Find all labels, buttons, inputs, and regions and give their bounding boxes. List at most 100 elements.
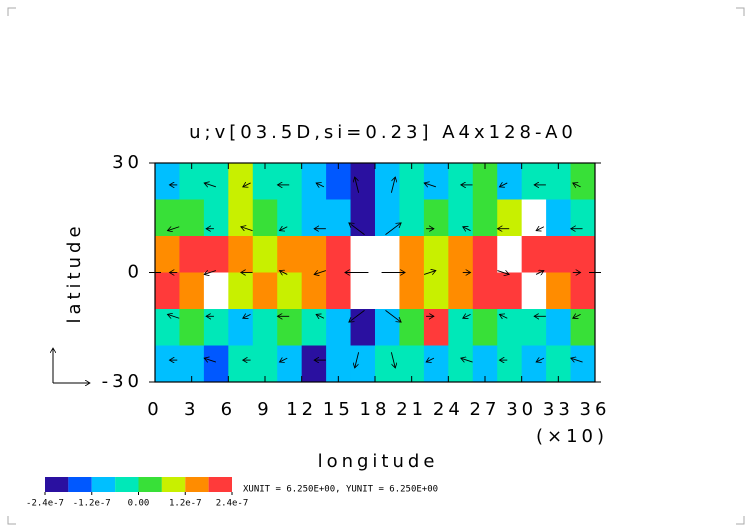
field-cell [179, 199, 205, 237]
field-cell [497, 163, 523, 200]
reference-arrow [53, 348, 90, 383]
vector-arrow [355, 352, 360, 368]
vector-arrow [390, 352, 395, 368]
field-cell [350, 163, 376, 200]
vector-arrow [536, 358, 545, 362]
field-cell [155, 272, 180, 310]
field-cell [326, 163, 352, 200]
field-cell [375, 199, 400, 237]
field-cell [546, 199, 572, 237]
field-cell [521, 236, 547, 273]
field-cell [497, 345, 523, 383]
field-cell [155, 199, 180, 237]
vector-field [167, 177, 583, 368]
field-cell [375, 309, 400, 346]
field-cell [155, 236, 180, 273]
field-cell [497, 199, 523, 237]
vector-arrow [385, 310, 401, 322]
vector-arrow [243, 183, 251, 187]
corner-marks [7, 7, 745, 525]
field-cell [301, 199, 327, 237]
colorbar-box [208, 477, 232, 492]
field-cell [546, 272, 572, 310]
vector-arrow [316, 314, 325, 318]
vector-arrow [461, 358, 473, 362]
field-cell [399, 272, 425, 310]
colorbar-box [68, 477, 92, 492]
field-cell [399, 236, 425, 273]
vector-arrow [573, 183, 581, 187]
vector-arrow [204, 358, 217, 362]
field-cell [570, 345, 596, 383]
field-cell [350, 236, 376, 273]
field-cell [497, 272, 523, 310]
y-tick-label: 30 [112, 152, 143, 173]
vector-arrow [167, 227, 180, 231]
vector-arrow [349, 223, 365, 235]
colorbar-tick-label: -2.4e-7 [26, 499, 64, 509]
field-cell [423, 345, 449, 383]
colorbar-box [91, 477, 116, 492]
field-cell [179, 236, 205, 273]
field-cell [203, 345, 229, 383]
field-cell [448, 236, 474, 273]
vector-arrow [355, 177, 360, 193]
field-cell [277, 272, 303, 310]
x-tick-label: 18 [360, 399, 391, 420]
x-tick-label: 6 [221, 399, 236, 420]
field-cell [301, 309, 327, 346]
field-cell [350, 345, 376, 383]
field-cell [521, 272, 547, 310]
field-cell [155, 345, 180, 383]
field-cell [203, 272, 229, 310]
field-cell [252, 236, 278, 273]
field-cell [472, 236, 498, 273]
vector-arrow [279, 227, 288, 231]
field-cell [570, 163, 596, 200]
x-tick-label: 9 [257, 399, 272, 420]
field-cell [277, 345, 303, 383]
colorbar: -2.4e-7 -1.2e-7 0.00 1.2e-7 2.4e-7 [26, 477, 248, 509]
field-cell [521, 199, 547, 237]
field-cell [521, 163, 547, 200]
vector-arrow [424, 183, 437, 187]
vector-arrow [573, 314, 581, 318]
chart-title: u;v[03.5D,si=0.23] A4x128-A0 [189, 122, 577, 143]
field-cell [203, 236, 229, 273]
vector-arrow [241, 227, 253, 231]
vector-arrow [463, 227, 471, 231]
x-tick-label: 24 [433, 399, 464, 420]
field-cell [375, 236, 400, 273]
x-tick-label: 3 [184, 399, 199, 420]
field-cell [570, 309, 596, 346]
field-cell [448, 345, 474, 383]
field-cell [155, 163, 180, 200]
field-cell [448, 272, 474, 310]
field-cell [472, 272, 498, 310]
x-tick-label: 36 [580, 399, 611, 420]
field-cell [203, 163, 229, 200]
field-cell [350, 199, 376, 237]
field-cell [228, 236, 254, 273]
field-cell [472, 309, 498, 346]
field-cell [277, 309, 303, 346]
field-cell [350, 272, 376, 310]
field-cell [423, 236, 449, 273]
field-cell [326, 309, 352, 346]
vector-arrow [499, 314, 508, 318]
field-cell [521, 309, 547, 346]
field-cell [497, 236, 523, 273]
field-cell [423, 272, 449, 310]
vector-arrow [385, 223, 401, 235]
x-tick-label: 15 [323, 399, 354, 420]
field-cell [179, 272, 205, 310]
y-axis-label: latitude [64, 222, 85, 323]
vector-arrow [243, 314, 251, 318]
field-cell [521, 345, 547, 383]
field-cell [179, 163, 205, 200]
field-cell [448, 199, 474, 237]
vector-arrow [497, 271, 509, 275]
field-cell [277, 236, 303, 273]
field-cell [203, 309, 229, 346]
